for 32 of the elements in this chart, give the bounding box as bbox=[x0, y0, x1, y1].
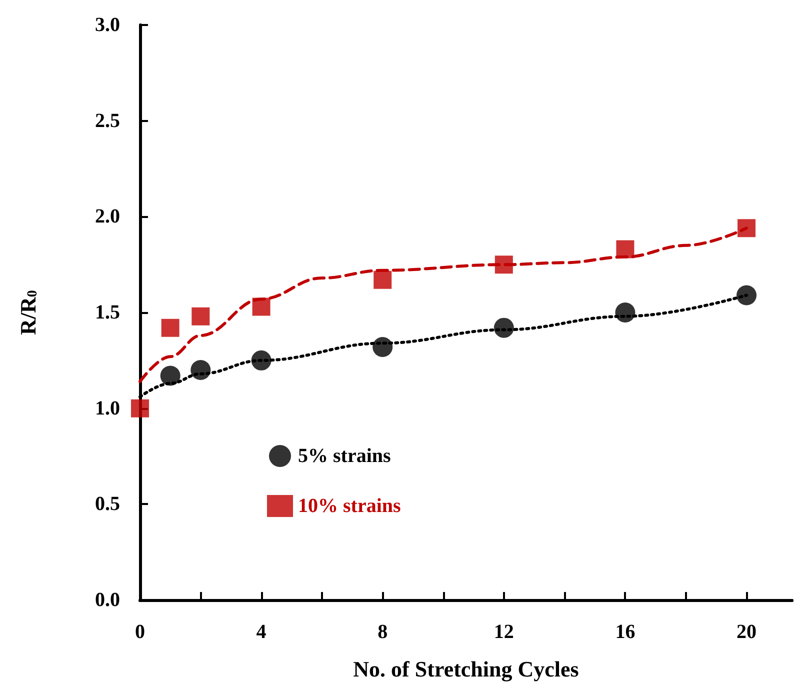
x-tick-label: 12 bbox=[494, 621, 514, 643]
point bbox=[131, 399, 149, 418]
point bbox=[494, 318, 514, 338]
point bbox=[190, 360, 211, 380]
point bbox=[616, 240, 634, 258]
y-tick-label: 1.5 bbox=[95, 302, 120, 324]
point bbox=[372, 337, 393, 357]
y-axis-title: R/R0 bbox=[16, 290, 40, 335]
y-tick-label: 1.0 bbox=[95, 397, 120, 420]
y-tick-label: 2.0 bbox=[95, 206, 120, 228]
point bbox=[160, 366, 180, 386]
point bbox=[374, 270, 392, 289]
x-axis-title: No. of Stretching Cycles bbox=[353, 656, 580, 682]
legend-label: 10% strains bbox=[298, 495, 401, 517]
point bbox=[252, 298, 270, 316]
point bbox=[161, 318, 180, 337]
y-tick-label: 0.0 bbox=[95, 589, 120, 611]
point bbox=[251, 350, 272, 370]
y-tick-label: 2.5 bbox=[95, 110, 120, 132]
point bbox=[738, 219, 756, 238]
point bbox=[192, 307, 210, 326]
point bbox=[736, 285, 757, 306]
x-tick-label: 0 bbox=[135, 621, 145, 643]
point bbox=[494, 256, 513, 274]
x-tick-label: 8 bbox=[378, 621, 388, 643]
y-tick-label: 3.0 bbox=[95, 14, 120, 36]
point bbox=[615, 302, 636, 322]
x-tick-label: 16 bbox=[615, 621, 636, 643]
y-tick-label: 0.5 bbox=[95, 493, 120, 516]
x-tick-label: 4 bbox=[256, 621, 266, 643]
x-tick-label: 20 bbox=[736, 621, 757, 643]
legend-label: 5% strains bbox=[298, 445, 391, 467]
